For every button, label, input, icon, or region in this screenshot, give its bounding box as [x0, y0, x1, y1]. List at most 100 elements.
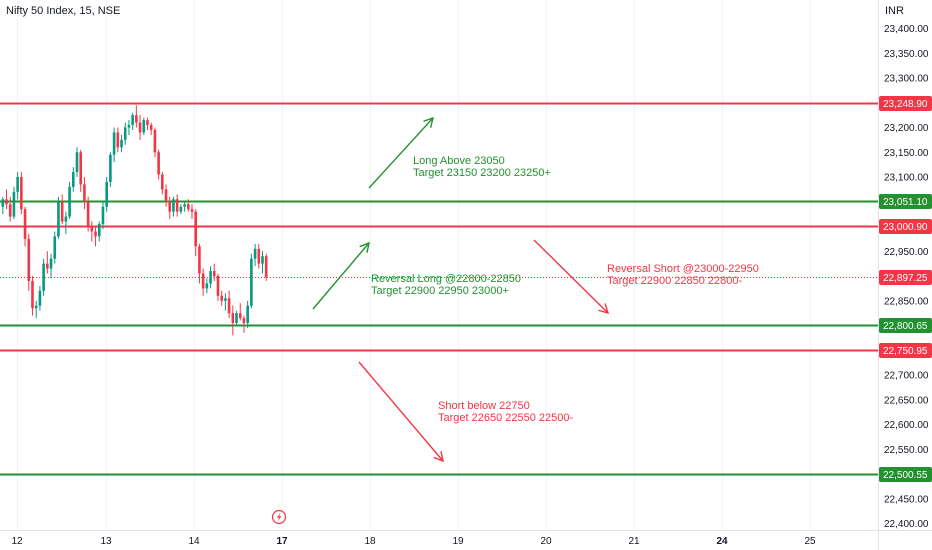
- candle: [257, 243, 261, 269]
- time-tick-label: 17: [276, 536, 288, 547]
- candle: [23, 206, 27, 247]
- candle: [8, 196, 12, 222]
- candle: [101, 201, 105, 229]
- candle: [46, 251, 49, 274]
- candle: [261, 251, 264, 274]
- annotation-arrows: [312, 116, 610, 463]
- annotation-text: Reversal Short @23000-22950: [607, 263, 759, 275]
- candle: [142, 117, 146, 135]
- candle: [5, 189, 8, 210]
- price-tick-label: 22,650.00: [884, 395, 929, 406]
- candle: [64, 211, 68, 234]
- candle: [168, 196, 172, 220]
- price-tick-label: 22,950.00: [884, 247, 929, 258]
- price-tick-label: 23,200.00: [884, 123, 929, 134]
- candle: [71, 167, 75, 192]
- candle: [94, 226, 97, 247]
- candle: [187, 199, 190, 212]
- level-price-label: 22,800.65: [883, 321, 928, 332]
- price-tick-label: 23,400.00: [884, 24, 929, 35]
- price-tick-label: 23,350.00: [884, 49, 929, 60]
- level-price-label: 23,051.10: [883, 197, 928, 208]
- level-price-label: 22,500.55: [883, 470, 928, 481]
- time-tick-label: 18: [364, 536, 376, 547]
- candle: [31, 276, 34, 316]
- candle: [175, 194, 179, 217]
- candle: [138, 115, 142, 140]
- annotation-text: Target 22900 22950 23000+: [371, 285, 509, 297]
- candle: [105, 177, 108, 212]
- candle: [53, 231, 57, 264]
- level-price-badge: [879, 467, 932, 482]
- time-tick-label: 13: [100, 536, 112, 547]
- candle: [97, 221, 101, 242]
- level-price-badge: [879, 343, 932, 358]
- candle: [86, 196, 90, 232]
- candle: [250, 253, 253, 309]
- candle: [1, 196, 5, 215]
- price-tick-label: 22,700.00: [884, 371, 929, 382]
- time-tick-label: 21: [628, 536, 640, 547]
- candle: [194, 209, 198, 257]
- candle: [216, 273, 220, 301]
- candle: [157, 149, 160, 180]
- annotation-text: Target 22900 22850 22800-: [607, 275, 743, 287]
- candle: [34, 300, 38, 319]
- price-tick-label: 23,100.00: [884, 173, 929, 184]
- candle: [235, 310, 238, 326]
- annotation-text: Short below 22750: [438, 400, 530, 412]
- candle: [20, 172, 23, 215]
- candle: [127, 120, 131, 135]
- candle: [120, 134, 123, 153]
- horizontal-levels: [0, 102, 878, 476]
- last-price-label: 22,897.25: [883, 273, 928, 284]
- candlestick-series: [1, 105, 268, 336]
- candle: [209, 266, 212, 289]
- candle: [179, 204, 183, 215]
- candle: [205, 278, 209, 294]
- annotation-arrow[interactable]: [312, 241, 370, 310]
- candle: [75, 147, 79, 177]
- annotation-arrow[interactable]: [358, 361, 444, 463]
- candle: [201, 268, 205, 296]
- level-price-label: 23,000.90: [883, 222, 928, 233]
- candle: [131, 112, 134, 130]
- level-price-label: 22,750.95: [883, 346, 928, 357]
- candle: [79, 149, 83, 192]
- level-price-badge: [879, 219, 932, 234]
- candle: [264, 253, 268, 281]
- price-tick-label: 23,300.00: [884, 74, 929, 85]
- candle: [135, 105, 138, 128]
- annotation-arrow[interactable]: [533, 239, 610, 315]
- candle: [27, 233, 31, 291]
- candle: [146, 117, 149, 130]
- candle: [149, 122, 153, 135]
- price-tick-label: 22,450.00: [884, 494, 929, 505]
- currency-label: INR: [885, 5, 904, 17]
- annotation-arrow[interactable]: [368, 116, 434, 189]
- annotation-text: Reversal Long @22800-22850: [371, 273, 521, 285]
- candle: [38, 285, 42, 311]
- time-tick-label: 12: [11, 536, 23, 547]
- chart-title: Nifty 50 Index, 15, NSE: [6, 5, 121, 17]
- price-tick-label: 22,550.00: [884, 445, 929, 456]
- time-axis[interactable]: 12 13 14 17 18 19 20 21 24 25: [11, 536, 816, 547]
- annotation-text: Target 23150 23200 23250+: [413, 167, 551, 179]
- annotation-text: Target 22650 22550 22500-: [438, 412, 574, 424]
- candle: [112, 127, 116, 163]
- price-axis[interactable]: 23,400.00 23,350.00 23,300.00 23,200.00 23,1…: [879, 24, 932, 530]
- candle: [231, 305, 235, 336]
- price-tick-label: 23,150.00: [884, 148, 929, 159]
- lightning-icon[interactable]: [271, 509, 287, 525]
- candle: [153, 127, 157, 158]
- candle: [224, 293, 227, 311]
- candle: [238, 303, 242, 321]
- price-tick-label: 22,600.00: [884, 420, 929, 431]
- candle: [16, 172, 19, 200]
- time-tick-label: 24: [716, 536, 728, 547]
- last-price-badge: [879, 270, 932, 285]
- candle: [164, 184, 168, 207]
- candle: [83, 177, 86, 210]
